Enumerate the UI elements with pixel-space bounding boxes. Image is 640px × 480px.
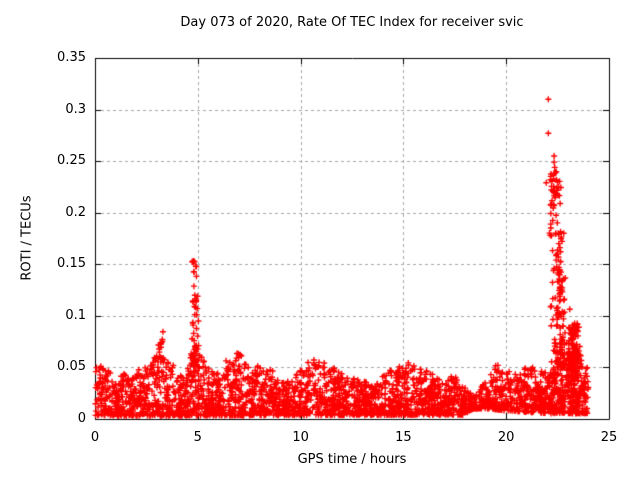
y-tick-label: 0.05 <box>57 359 86 375</box>
x-axis-label: GPS time / hours <box>297 452 407 467</box>
y-axis-label: ROTI / TECUs <box>19 195 35 281</box>
y-tick-label: 0 <box>77 411 86 426</box>
x-tick-label: 15 <box>395 430 412 445</box>
y-tick-label: 0.2 <box>65 204 86 220</box>
y-tick-label: 0.25 <box>57 153 86 169</box>
x-tick-label: 25 <box>600 430 618 445</box>
y-tick-label: 0.35 <box>57 50 86 65</box>
x-tick-label: 0 <box>90 430 100 445</box>
y-tick-label: 0.3 <box>65 101 86 117</box>
x-tick-label: 5 <box>193 430 202 445</box>
x-tick-label: 20 <box>497 430 515 445</box>
y-tick-label: 0.15 <box>57 256 86 272</box>
y-tick-label: 0.1 <box>65 307 86 323</box>
x-tick-label: 10 <box>292 430 309 445</box>
chart-title: Day 073 of 2020, Rate Of TEC Index for r… <box>180 15 524 30</box>
